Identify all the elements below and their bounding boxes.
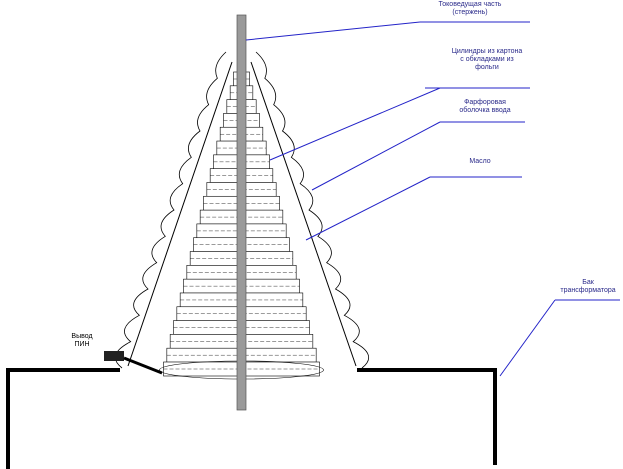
label: оболочка ввода [459, 106, 510, 114]
tank [6, 368, 497, 469]
leaders [245, 21, 620, 377]
label: Токоведущая часть [439, 1, 502, 8]
label: трансформатора [560, 287, 615, 294]
shell-right [255, 51, 370, 369]
label: Бак [582, 279, 594, 286]
label: Вывод [71, 333, 92, 340]
porcelain-shell [114, 51, 370, 369]
cone-right [250, 61, 357, 367]
rod [236, 14, 247, 411]
label: Масло [469, 158, 490, 165]
labels: Токоведущая часть(стержень) Цилиндры из к… [71, 1, 615, 348]
label: ПИН [74, 341, 89, 348]
label: с обкладками из [460, 55, 513, 63]
label: Цилиндры из картона [452, 48, 523, 55]
label: (стержень) [452, 9, 487, 16]
cone-left [127, 61, 233, 367]
terminal-lead [123, 356, 163, 375]
shell-left [114, 51, 227, 369]
terminal [104, 351, 124, 361]
label: Фарфоровая [464, 99, 506, 106]
label: фольги [475, 64, 499, 71]
